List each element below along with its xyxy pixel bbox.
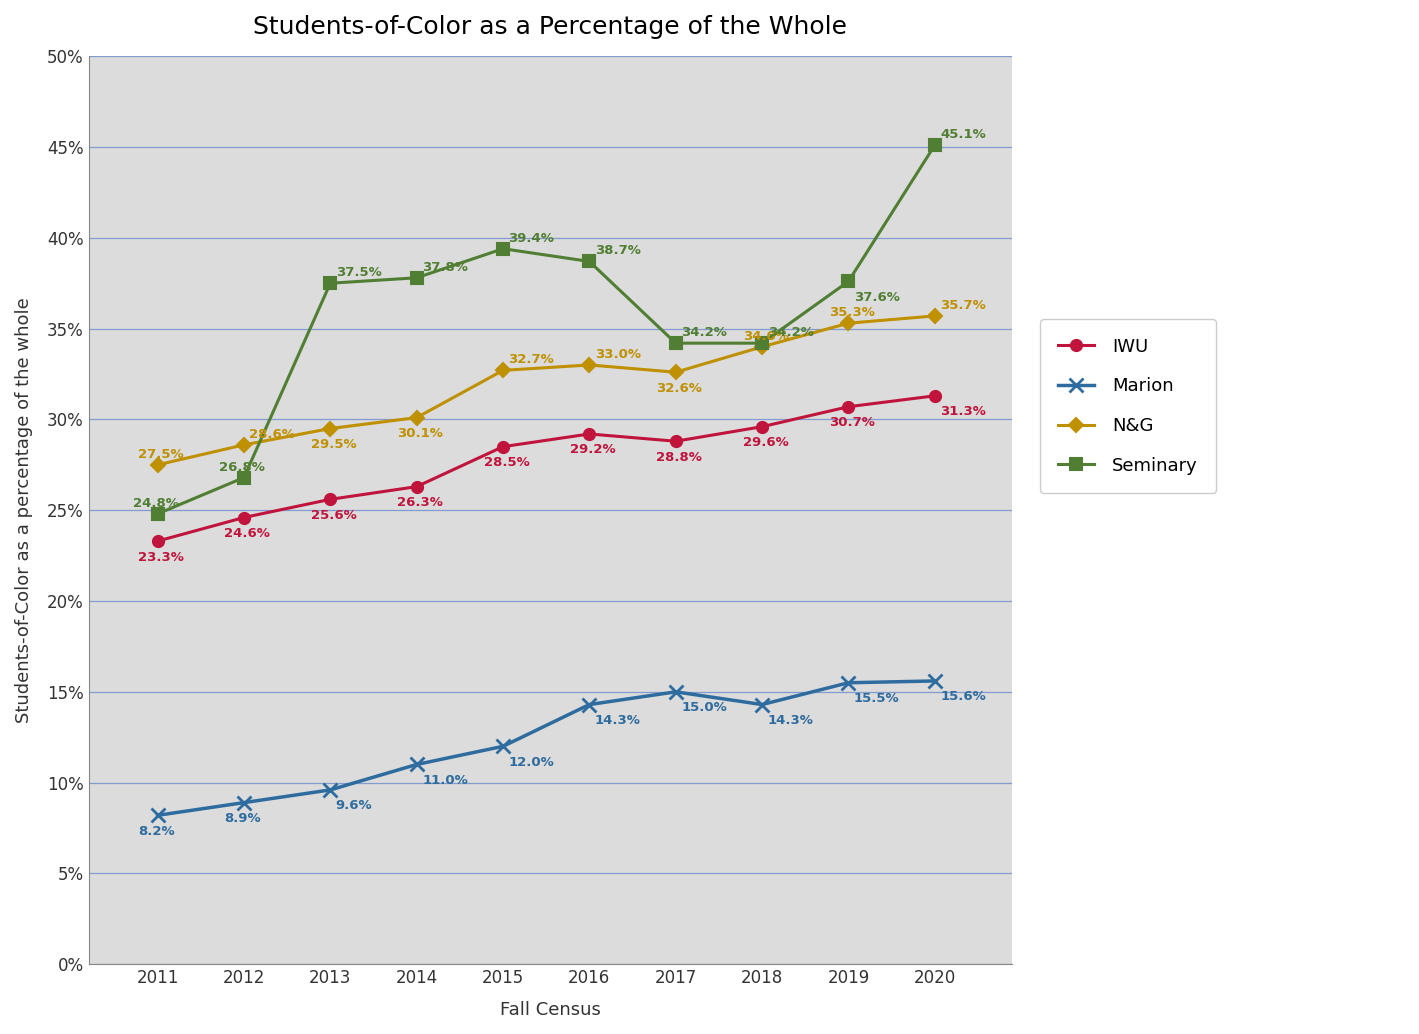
Marion	[494, 740, 511, 753]
N&G	[494, 364, 511, 376]
IWU	[667, 435, 684, 448]
Legend: IWU, Marion, N&G, Seminary: IWU, Marion, N&G, Seminary	[1040, 320, 1216, 492]
IWU	[840, 400, 857, 413]
Text: 11.0%: 11.0%	[423, 773, 468, 787]
Text: 9.6%: 9.6%	[336, 799, 372, 813]
Text: 35.7%: 35.7%	[941, 299, 986, 312]
Marion	[149, 810, 166, 822]
N&G	[580, 359, 597, 371]
Text: 29.6%: 29.6%	[742, 436, 789, 449]
Text: 26.3%: 26.3%	[397, 496, 443, 509]
Marion	[580, 698, 597, 710]
Text: 38.7%: 38.7%	[595, 244, 641, 257]
Text: 34.2%: 34.2%	[681, 326, 727, 339]
Title: Students-of-Color as a Percentage of the Whole: Students-of-Color as a Percentage of the…	[254, 16, 847, 39]
Seminary	[236, 472, 253, 484]
Text: 15.6%: 15.6%	[941, 691, 986, 703]
N&G	[409, 412, 426, 424]
Marion	[236, 796, 253, 809]
IWU	[236, 511, 253, 523]
Y-axis label: Students-of-Color as a percentage of the whole: Students-of-Color as a percentage of the…	[16, 298, 33, 723]
N&G	[753, 340, 771, 353]
Line: N&G: N&G	[153, 311, 939, 469]
Text: 34.0%: 34.0%	[742, 330, 789, 343]
Text: 28.6%: 28.6%	[250, 428, 295, 440]
Text: 28.5%: 28.5%	[484, 456, 529, 469]
Seminary	[667, 337, 684, 349]
Line: IWU: IWU	[152, 390, 941, 547]
Text: 23.3%: 23.3%	[138, 550, 184, 564]
IWU	[753, 421, 771, 433]
Marion	[322, 784, 339, 796]
Text: 14.3%: 14.3%	[768, 714, 813, 727]
Text: 15.0%: 15.0%	[681, 701, 727, 714]
Text: 15.5%: 15.5%	[854, 692, 900, 705]
Marion	[927, 675, 944, 688]
Seminary	[494, 243, 511, 255]
N&G	[840, 317, 857, 330]
N&G	[236, 438, 253, 451]
Text: 37.5%: 37.5%	[336, 267, 382, 279]
Seminary	[322, 277, 339, 290]
IWU	[409, 481, 426, 493]
N&G	[667, 366, 684, 378]
Text: 29.2%: 29.2%	[570, 444, 616, 456]
Text: 8.2%: 8.2%	[138, 825, 175, 838]
Text: 33.0%: 33.0%	[595, 348, 641, 361]
Text: 37.8%: 37.8%	[423, 261, 468, 274]
Text: 31.3%: 31.3%	[941, 405, 986, 419]
Text: 14.3%: 14.3%	[595, 714, 641, 727]
Marion	[753, 698, 771, 710]
Text: 24.8%: 24.8%	[132, 497, 179, 510]
Text: 32.7%: 32.7%	[508, 354, 555, 366]
Seminary	[927, 139, 944, 151]
Text: 35.3%: 35.3%	[829, 306, 876, 320]
N&G	[927, 310, 944, 323]
Text: 27.5%: 27.5%	[138, 448, 184, 461]
Text: 8.9%: 8.9%	[224, 812, 261, 825]
Marion	[667, 686, 684, 698]
IWU	[494, 440, 511, 453]
IWU	[580, 428, 597, 440]
N&G	[322, 422, 339, 434]
Text: 12.0%: 12.0%	[508, 756, 555, 768]
Seminary	[409, 272, 426, 284]
Marion	[409, 758, 426, 770]
X-axis label: Fall Census: Fall Census	[499, 1001, 600, 1018]
Seminary	[753, 337, 771, 349]
N&G	[149, 459, 166, 472]
Text: 29.5%: 29.5%	[311, 438, 356, 451]
Text: 28.8%: 28.8%	[656, 451, 702, 463]
Text: 32.6%: 32.6%	[656, 382, 702, 395]
Text: 45.1%: 45.1%	[941, 128, 986, 142]
Text: 30.1%: 30.1%	[397, 427, 443, 440]
Text: 24.6%: 24.6%	[224, 527, 271, 540]
Text: 26.8%: 26.8%	[219, 460, 265, 474]
Seminary	[149, 508, 166, 520]
Line: Marion: Marion	[150, 674, 942, 822]
Marion	[840, 676, 857, 689]
Seminary	[580, 255, 597, 268]
IWU	[149, 535, 166, 547]
Text: 34.2%: 34.2%	[768, 326, 813, 339]
IWU	[927, 390, 944, 402]
Text: 39.4%: 39.4%	[508, 232, 555, 245]
Text: 25.6%: 25.6%	[311, 509, 356, 522]
Text: 37.6%: 37.6%	[854, 291, 900, 304]
IWU	[322, 493, 339, 506]
Text: 30.7%: 30.7%	[829, 416, 876, 429]
Seminary	[840, 275, 857, 287]
Line: Seminary: Seminary	[152, 140, 941, 519]
